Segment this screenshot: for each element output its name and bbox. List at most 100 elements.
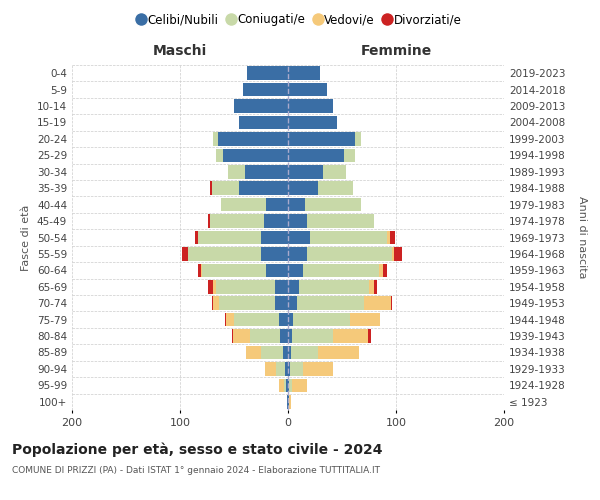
Bar bbox=[247, 66, 288, 80]
Bar bbox=[261, 247, 288, 260]
Bar bbox=[291, 346, 318, 359]
Bar bbox=[212, 296, 214, 310]
Bar bbox=[307, 214, 374, 228]
Bar bbox=[250, 330, 280, 343]
Text: Popolazione per età, sesso e stato civile - 2024: Popolazione per età, sesso e stato civil… bbox=[12, 442, 383, 457]
Bar bbox=[288, 346, 291, 359]
Legend: Celibi/Nubili, Coniugati/e, Vedovi/e, Divorziati/e: Celibi/Nubili, Coniugati/e, Vedovi/e, Di… bbox=[134, 8, 466, 31]
Bar bbox=[303, 264, 379, 277]
Bar bbox=[239, 116, 288, 129]
Bar bbox=[287, 395, 288, 408]
Bar bbox=[392, 247, 394, 260]
Bar bbox=[296, 296, 364, 310]
Bar bbox=[264, 214, 288, 228]
Bar bbox=[210, 214, 264, 228]
Bar bbox=[280, 313, 288, 326]
Bar bbox=[288, 182, 318, 195]
Bar bbox=[221, 198, 266, 211]
Bar bbox=[276, 362, 285, 376]
Bar bbox=[379, 264, 383, 277]
Bar bbox=[288, 100, 334, 113]
Bar bbox=[288, 296, 296, 310]
Bar bbox=[350, 313, 380, 326]
Bar bbox=[212, 182, 239, 195]
Bar bbox=[285, 362, 288, 376]
Bar bbox=[275, 296, 288, 310]
Bar bbox=[383, 264, 388, 277]
Bar bbox=[246, 346, 261, 359]
Bar bbox=[310, 231, 388, 244]
Bar bbox=[288, 264, 303, 277]
Bar bbox=[391, 296, 392, 310]
Bar bbox=[307, 247, 392, 260]
Bar bbox=[299, 280, 369, 293]
Bar bbox=[288, 148, 344, 162]
Bar bbox=[218, 132, 288, 145]
Bar bbox=[334, 330, 368, 343]
Bar bbox=[200, 264, 202, 277]
Bar bbox=[199, 264, 200, 277]
Bar bbox=[292, 378, 307, 392]
Bar bbox=[293, 313, 350, 326]
Bar bbox=[288, 280, 299, 293]
Bar bbox=[289, 395, 291, 408]
Bar bbox=[266, 264, 288, 277]
Bar bbox=[280, 330, 288, 343]
Bar bbox=[305, 198, 361, 211]
Bar bbox=[292, 330, 334, 343]
Bar bbox=[234, 313, 280, 326]
Bar bbox=[394, 247, 403, 260]
Bar bbox=[265, 362, 276, 376]
Bar bbox=[261, 346, 283, 359]
Bar bbox=[364, 296, 391, 310]
Bar bbox=[388, 231, 389, 244]
Bar bbox=[202, 264, 266, 277]
Bar bbox=[290, 362, 303, 376]
Bar bbox=[239, 182, 288, 195]
Bar bbox=[195, 231, 199, 244]
Bar bbox=[289, 378, 292, 392]
Bar bbox=[288, 395, 289, 408]
Bar bbox=[234, 100, 288, 113]
Bar bbox=[288, 231, 310, 244]
Bar bbox=[266, 198, 288, 211]
Bar bbox=[188, 247, 261, 260]
Bar bbox=[210, 182, 212, 195]
Bar bbox=[389, 231, 395, 244]
Bar bbox=[344, 148, 355, 162]
Bar bbox=[288, 214, 307, 228]
Bar bbox=[261, 231, 288, 244]
Bar bbox=[288, 116, 337, 129]
Bar bbox=[286, 378, 288, 392]
Bar bbox=[288, 313, 293, 326]
Bar bbox=[288, 330, 292, 343]
Text: Maschi: Maschi bbox=[153, 44, 207, 58]
Y-axis label: Anni di nascita: Anni di nascita bbox=[577, 196, 587, 279]
Bar bbox=[323, 165, 346, 178]
Bar bbox=[280, 378, 284, 392]
Bar bbox=[303, 362, 334, 376]
Text: COMUNE DI PRIZZI (PA) - Dati ISTAT 1° gennaio 2024 - Elaborazione TUTTITALIA.IT: COMUNE DI PRIZZI (PA) - Dati ISTAT 1° ge… bbox=[12, 466, 380, 475]
Bar bbox=[199, 231, 261, 244]
Bar bbox=[227, 165, 245, 178]
Bar bbox=[288, 83, 327, 96]
Bar bbox=[283, 346, 288, 359]
Text: Femmine: Femmine bbox=[361, 44, 431, 58]
Bar bbox=[288, 165, 323, 178]
Bar bbox=[288, 362, 290, 376]
Bar bbox=[318, 346, 359, 359]
Bar bbox=[242, 83, 288, 96]
Bar bbox=[288, 132, 355, 145]
Bar bbox=[215, 280, 275, 293]
Y-axis label: Fasce di età: Fasce di età bbox=[22, 204, 31, 270]
Bar bbox=[355, 132, 361, 145]
Bar bbox=[368, 330, 371, 343]
Bar bbox=[288, 378, 289, 392]
Bar bbox=[288, 198, 305, 211]
Bar bbox=[226, 313, 234, 326]
Bar bbox=[275, 280, 288, 293]
Bar bbox=[374, 280, 377, 293]
Bar bbox=[233, 330, 250, 343]
Bar bbox=[219, 296, 275, 310]
Bar bbox=[214, 132, 218, 145]
